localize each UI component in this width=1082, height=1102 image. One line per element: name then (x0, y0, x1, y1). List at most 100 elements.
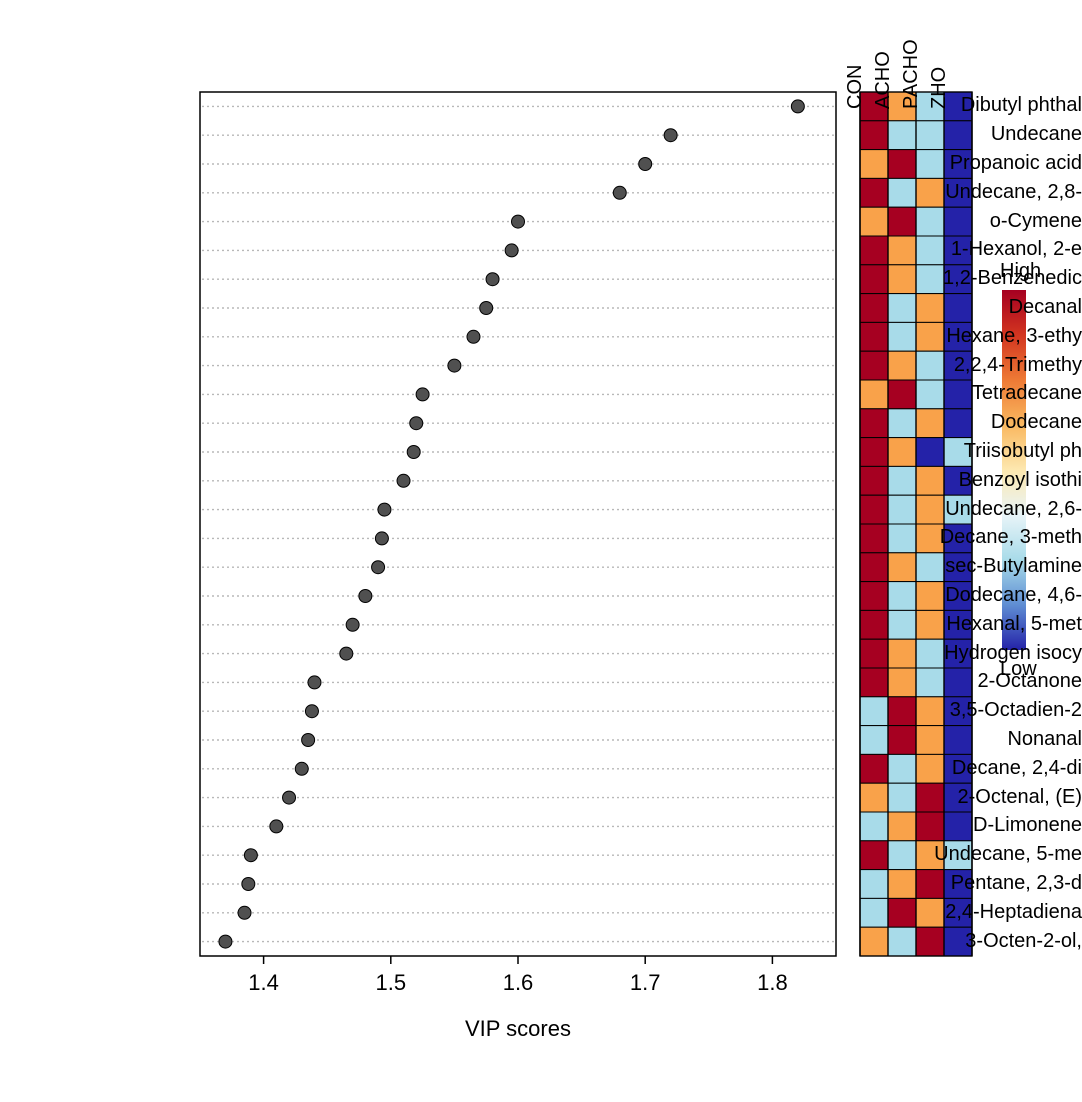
heatmap-cell (860, 812, 888, 841)
row-label: Decane, 2,4-di (892, 757, 1082, 780)
row-label: 1-Hexanol, 2-e (892, 238, 1082, 261)
vip-marker (664, 129, 677, 142)
colorbar-low-label: Low (1000, 658, 1037, 681)
row-label: Decane, 3-meth (892, 526, 1082, 549)
vip-marker (244, 849, 257, 862)
heatmap-cell (860, 726, 888, 755)
vip-marker (308, 676, 321, 689)
x-tick-label: 1.8 (757, 970, 788, 996)
row-label: Undecane, 2,6- (892, 498, 1082, 521)
x-tick-label: 1.6 (503, 970, 534, 996)
vip-marker (270, 820, 283, 833)
colorbar-high-label: High (1000, 260, 1041, 283)
row-label: Hydrogen isocy (892, 642, 1082, 665)
row-label: o-Cymene (892, 210, 1082, 233)
heatmap-column-header: CON (844, 65, 867, 109)
vip-marker (407, 446, 420, 459)
row-label: 3,5-Octadien-2 (892, 699, 1082, 722)
vip-marker (486, 273, 499, 286)
figure-root: Dibutyl phthalUndecanePropanoic acidUnde… (0, 0, 1082, 1097)
heatmap-cell (860, 927, 888, 956)
row-label: Dodecane, 4,6- (892, 584, 1082, 607)
row-label: 2-Octenal, (E) (892, 786, 1082, 809)
heatmap-cell (860, 294, 888, 323)
vip-marker (639, 158, 652, 171)
vip-marker (467, 330, 480, 343)
heatmap-cell (860, 236, 888, 265)
row-label: Propanoic acid (892, 152, 1082, 175)
heatmap-cell (860, 150, 888, 179)
heatmap-cell (860, 322, 888, 351)
vip-marker (302, 734, 315, 747)
vip-marker (340, 647, 353, 660)
vip-marker (346, 618, 359, 631)
vip-marker (238, 906, 251, 919)
vip-marker (613, 186, 626, 199)
vip-marker (283, 791, 296, 804)
heatmap-cell (860, 754, 888, 783)
row-label: 3-Octen-2-ol, (892, 930, 1082, 953)
row-label: Pentane, 2,3-d (892, 872, 1082, 895)
heatmap-cell (860, 121, 888, 150)
heatmap-cell (860, 351, 888, 380)
row-label: 1,2-Benzenedic (892, 267, 1082, 290)
row-label: Decanal (892, 296, 1082, 319)
x-axis-title: VIP scores (465, 1016, 571, 1042)
heatmap-column-header: ZHO (928, 67, 951, 109)
row-label: Undecane, 2,8- (892, 181, 1082, 204)
heatmap-cell (860, 380, 888, 409)
heatmap-cell (860, 639, 888, 668)
vip-marker (791, 100, 804, 113)
row-label: 2,4-Heptadiena (892, 901, 1082, 924)
row-label: Hexanal, 5-met (892, 613, 1082, 636)
vip-marker (448, 359, 461, 372)
vip-marker (295, 762, 308, 775)
row-label: Triisobutyl ph (892, 440, 1082, 463)
heatmap-cell (860, 610, 888, 639)
vip-marker (375, 532, 388, 545)
x-tick-label: 1.4 (248, 970, 279, 996)
vip-marker (397, 474, 410, 487)
heatmap-cell (860, 553, 888, 582)
row-label: 2-Octanone (892, 670, 1082, 693)
heatmap-cell (860, 697, 888, 726)
row-label: sec-Butylamine (892, 555, 1082, 578)
vip-marker (242, 878, 255, 891)
row-label: D-Limonene (892, 814, 1082, 837)
heatmap-cell (860, 265, 888, 294)
heatmap-cell (860, 495, 888, 524)
heatmap-cell (860, 178, 888, 207)
x-tick-label: 1.5 (376, 970, 407, 996)
vip-marker (359, 590, 372, 603)
row-label: Nonanal (892, 728, 1082, 751)
row-label: Hexane, 3-ethy (892, 325, 1082, 348)
vip-marker (378, 503, 391, 516)
vip-marker (372, 561, 385, 574)
vip-marker (305, 705, 318, 718)
heatmap-cell (860, 438, 888, 467)
row-label: Dodecane (892, 411, 1082, 434)
heatmap-cell (860, 207, 888, 236)
heatmap-cell (860, 783, 888, 812)
vip-marker (219, 935, 232, 948)
row-label: Benzoyl isothi (892, 469, 1082, 492)
heatmap-cell (860, 668, 888, 697)
heatmap-cell (860, 870, 888, 899)
heatmap-cell (860, 466, 888, 495)
heatmap-column-header: PACHO (900, 39, 923, 109)
x-tick-label: 1.7 (630, 970, 661, 996)
row-label: Undecane, 5-me (892, 843, 1082, 866)
vip-marker (512, 215, 525, 228)
heatmap-column-header: ACHO (872, 51, 895, 109)
heatmap-cell (860, 841, 888, 870)
heatmap-cell (860, 524, 888, 553)
heatmap-cell (860, 409, 888, 438)
vip-marker (410, 417, 423, 430)
row-label: Undecane (892, 123, 1082, 146)
vip-marker (416, 388, 429, 401)
row-label: Tetradecane (892, 382, 1082, 405)
heatmap-cell (860, 582, 888, 611)
row-label: 2,2,4-Trimethy (892, 354, 1082, 377)
vip-marker (505, 244, 518, 257)
heatmap-cell (860, 898, 888, 927)
